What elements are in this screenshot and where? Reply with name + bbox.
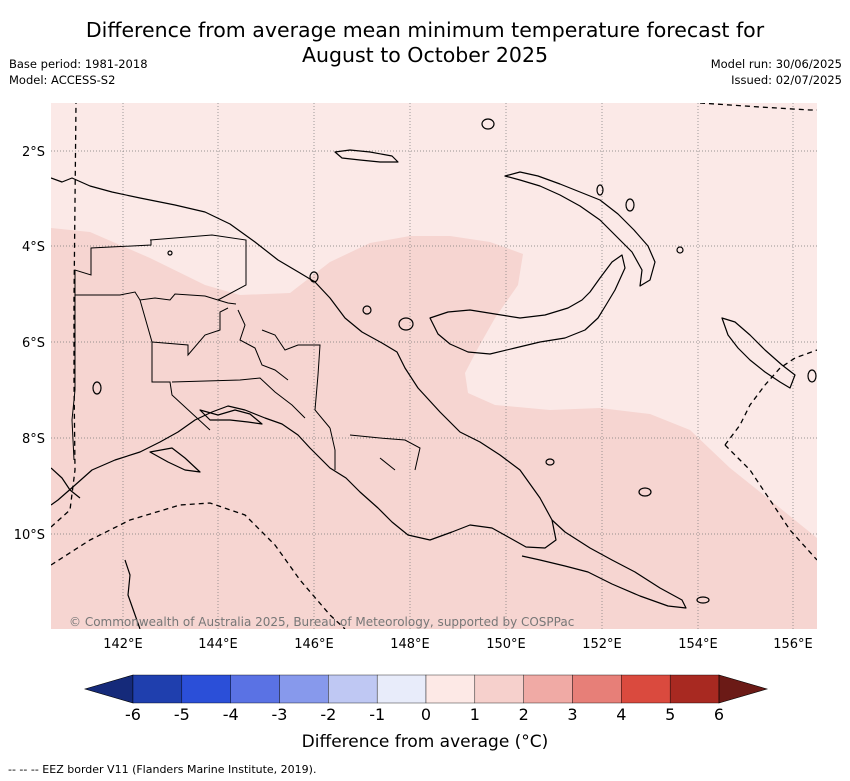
eez-west — [51, 103, 77, 528]
colorbar-tick-label: -3 — [272, 705, 288, 724]
eez-south — [51, 502, 346, 629]
colorbar-swatch — [328, 674, 378, 704]
anomaly-region-medium — [51, 228, 817, 629]
colorbar-swatch — [425, 674, 476, 704]
lat-label: 8°S — [22, 432, 45, 447]
model-name: Model: ACCESS-S2 — [9, 73, 116, 87]
new-ireland — [504, 171, 656, 287]
lon-label: 144°E — [198, 637, 238, 652]
colorbar-tick-label: 4 — [616, 705, 626, 724]
lat-label: 6°S — [22, 336, 45, 351]
cape-york — [124, 559, 141, 629]
lon-label: 152°E — [582, 637, 622, 652]
lon-label: 154°E — [678, 637, 718, 652]
colorbar-tick-label: 0 — [421, 705, 431, 724]
colorbar-swatch — [572, 674, 622, 704]
colorbar-extend-high — [718, 674, 769, 704]
issued-date: Issued: 02/07/2025 — [731, 73, 842, 87]
colorbar-swatch — [669, 674, 720, 704]
colorbar-tick-label: -1 — [369, 705, 385, 724]
lon-label: 156°E — [773, 637, 813, 652]
new-guinea-coast — [51, 177, 557, 549]
colorbar-tick-label: 6 — [714, 705, 724, 724]
lon-label: 142°E — [103, 637, 143, 652]
colorbar: -6 -5 -4 -3 -2 -1 0 1 2 3 4 5 6 — [83, 674, 769, 724]
lon-label: 148°E — [390, 637, 430, 652]
papuan-peninsula — [521, 519, 687, 609]
borders — [71, 234, 421, 471]
colorbar-swatch — [230, 674, 280, 704]
bougainville — [721, 317, 796, 389]
lon-label: 150°E — [486, 637, 526, 652]
fly-river-delta — [149, 447, 201, 473]
lat-label: 2°S — [22, 145, 45, 160]
colorbar-swatch — [279, 674, 329, 704]
colorbar-tick-label: -2 — [320, 705, 336, 724]
colorbar-swatch — [132, 674, 183, 704]
manus-island — [334, 149, 399, 163]
colorbar-swatch — [474, 674, 524, 704]
lon-label: 146°E — [294, 637, 334, 652]
png-indonesia-border — [74, 240, 237, 305]
lat-label: 4°S — [22, 240, 45, 255]
model-run: Model run: 30/06/2025 — [710, 57, 842, 71]
meta-left: Base period: 1981-2018 Model: ACCESS-S2 — [9, 56, 148, 88]
colorbar-extend-low — [83, 674, 134, 704]
eez-east — [699, 103, 817, 111]
colorbar-swatch — [376, 674, 427, 704]
colorbar-swatch — [621, 674, 671, 704]
title-line-2: August to October 2025 — [301, 43, 549, 67]
colorbar-label: Difference from average (°C) — [301, 732, 549, 752]
base-period: Base period: 1981-2018 — [9, 57, 148, 71]
eez-southeast — [724, 349, 817, 446]
coastlines — [51, 118, 817, 629]
new-britain — [429, 254, 626, 355]
gridlines — [51, 103, 817, 629]
colorbar-swatch — [181, 674, 231, 704]
title-line-1: Difference from average mean minimum tem… — [85, 18, 765, 42]
eez-footnote: -- -- -- EEZ border V11 (Flanders Marine… — [8, 763, 317, 776]
colorbar-tick-label: 3 — [567, 705, 577, 724]
colorbar-tick-label: 1 — [470, 705, 480, 724]
colorbar-tick-label: 2 — [519, 705, 529, 724]
colorbar-tick-label: 5 — [665, 705, 675, 724]
colorbar-swatch — [523, 674, 573, 704]
meta-right: Model run: 30/06/2025 Issued: 02/07/2025 — [711, 56, 842, 88]
copyright-notice: © Commonwealth of Australia 2025, Bureau… — [69, 615, 574, 629]
colorbar-tick-label: -6 — [125, 705, 141, 724]
colorbar-tick-label: -4 — [223, 705, 239, 724]
chart-title: Difference from average mean minimum tem… — [0, 18, 850, 68]
eez-borders — [51, 103, 817, 629]
lat-label: 10°S — [14, 528, 45, 543]
colorbar-tick-label: -5 — [174, 705, 190, 724]
